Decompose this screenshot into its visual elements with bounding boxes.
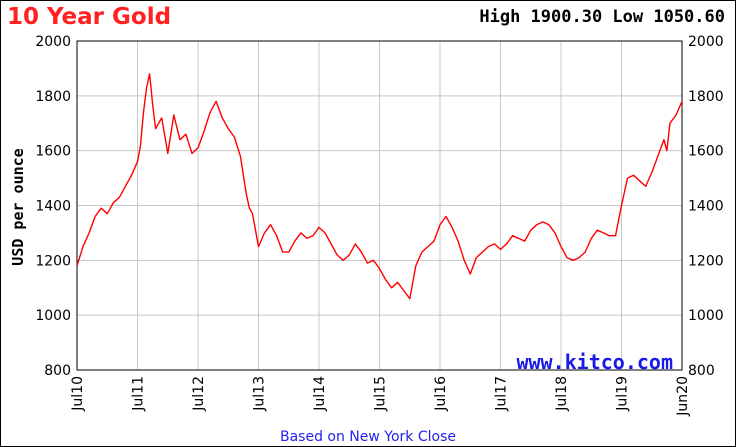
y-tick-label-left: 1000 (35, 308, 71, 324)
kitco-watermark: www.kitco.com (516, 350, 673, 374)
y-tick-label-left: 1400 (35, 199, 71, 215)
y-tick-label-left: 800 (44, 363, 71, 379)
y-tick-label-left: 2000 (35, 34, 71, 50)
chart-title: 10 Year Gold (7, 4, 172, 30)
gold-price-line (76, 73, 683, 300)
plot-area-border (76, 40, 683, 371)
y-tick-label-right: 1200 (688, 253, 724, 269)
y-axis-right-labels: 800 1000 1200 1400 1600 1800 2000 (688, 34, 724, 379)
x-tick-label: Jul19 (615, 376, 631, 412)
x-tick-label: Jul16 (433, 376, 449, 412)
x-tick-label: Jul18 (554, 376, 570, 412)
x-tick-label: Jul15 (373, 376, 389, 412)
footer-note: Based on New York Close (279, 429, 456, 445)
y-tick-label-right: 1600 (688, 144, 724, 160)
high-low-summary: High 1900.30 Low 1050.60 (479, 7, 725, 27)
y-axis-left-labels: 800 1000 1200 1400 1600 1800 2000 (35, 34, 71, 379)
y-tick-label-right: 800 (688, 363, 715, 379)
x-tick-label: Jul12 (191, 376, 207, 412)
y-tick-label-right: 1800 (688, 89, 724, 105)
grid-lines (77, 40, 682, 371)
x-tick-label: Jun20 (675, 376, 691, 417)
y-tick-label-right: 1000 (688, 308, 724, 324)
y-tick-label-left: 1800 (35, 89, 71, 105)
y-tick-label-left: 1200 (35, 253, 71, 269)
x-tick-label: Jul13 (252, 376, 268, 412)
x-tick-label: Jul10 (70, 376, 86, 412)
y-tick-label-right: 2000 (688, 34, 724, 50)
x-tick-label: Jul14 (312, 376, 328, 412)
y-tick-label-left: 1600 (35, 144, 71, 160)
x-tick-label: Jul11 (131, 376, 147, 412)
y-tick-label-right: 1400 (688, 199, 724, 215)
x-tick-label: Jul17 (494, 376, 510, 412)
x-axis-labels: Jul10 Jul11 Jul12 Jul13 Jul14 Jul15 Jul16 Jul17… (70, 376, 691, 417)
y-axis-title: USD per ounce (9, 148, 27, 265)
